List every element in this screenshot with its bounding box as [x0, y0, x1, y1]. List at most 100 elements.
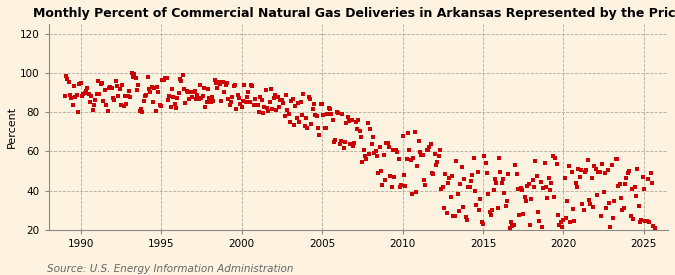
Point — [193, 97, 204, 101]
Point — [188, 90, 198, 94]
Point — [275, 98, 286, 102]
Point — [259, 104, 270, 109]
Point — [451, 159, 462, 163]
Point — [390, 148, 401, 153]
Point — [228, 84, 239, 89]
Point — [202, 87, 213, 92]
Point — [295, 100, 306, 104]
Point — [420, 183, 431, 188]
Point — [542, 196, 553, 201]
Point — [574, 175, 585, 179]
Point — [522, 184, 533, 188]
Point — [189, 88, 200, 93]
Point — [296, 112, 307, 117]
Point — [367, 142, 377, 146]
Point — [283, 111, 294, 116]
Point — [396, 183, 406, 188]
Point — [474, 208, 485, 212]
Point — [488, 188, 499, 193]
Point — [148, 100, 159, 104]
Point — [477, 220, 487, 224]
Point — [634, 220, 645, 224]
Point — [485, 213, 496, 217]
Point — [636, 218, 647, 222]
Point — [136, 106, 146, 111]
Point — [137, 110, 148, 114]
Point — [626, 187, 637, 191]
Point — [117, 83, 128, 87]
Point — [165, 105, 176, 109]
Point — [609, 199, 620, 204]
Point — [628, 216, 639, 221]
Point — [550, 156, 561, 160]
Point — [300, 116, 311, 120]
Point — [432, 160, 443, 164]
Point — [479, 154, 490, 158]
Point — [448, 214, 459, 218]
Point — [185, 90, 196, 94]
Point — [401, 157, 412, 161]
Point — [225, 100, 236, 104]
Point — [224, 103, 235, 107]
Point — [364, 151, 375, 156]
Point — [279, 113, 290, 118]
Point — [511, 172, 522, 177]
Point — [613, 183, 624, 188]
Point — [393, 157, 404, 161]
Point — [562, 199, 573, 203]
Point — [220, 83, 231, 87]
Point — [578, 208, 589, 212]
Point — [608, 216, 618, 220]
Point — [566, 169, 577, 174]
Point — [421, 147, 432, 152]
Point — [460, 215, 471, 219]
Point — [594, 169, 605, 174]
Point — [105, 84, 115, 89]
Point — [248, 103, 259, 108]
Point — [286, 99, 296, 104]
Point — [569, 219, 580, 224]
Point — [86, 94, 97, 98]
Point — [145, 90, 156, 94]
Point — [483, 191, 493, 196]
Point — [217, 80, 228, 84]
Point — [219, 90, 230, 94]
Point — [284, 120, 295, 125]
Point — [597, 161, 608, 166]
Point — [446, 195, 456, 199]
Point — [118, 104, 129, 108]
Point — [406, 191, 417, 196]
Point — [271, 108, 282, 112]
Point — [353, 118, 364, 122]
Point — [568, 207, 578, 211]
Point — [168, 95, 179, 99]
Point — [605, 225, 616, 229]
Point — [277, 98, 288, 102]
Point — [207, 95, 217, 99]
Point — [530, 159, 541, 164]
Point — [72, 92, 82, 97]
Point — [281, 108, 292, 112]
Point — [337, 111, 348, 116]
Point — [543, 176, 554, 181]
Point — [499, 191, 510, 195]
Point — [322, 112, 333, 116]
Point — [267, 107, 278, 111]
Point — [302, 126, 313, 130]
Point — [84, 100, 95, 104]
Point — [433, 153, 444, 158]
Point — [329, 140, 340, 144]
Point — [564, 164, 574, 168]
Point — [576, 168, 587, 172]
Point — [209, 78, 220, 82]
Point — [294, 119, 304, 124]
Point — [344, 119, 354, 123]
Point — [98, 99, 109, 103]
Point — [184, 97, 194, 101]
Point — [227, 95, 238, 99]
Point — [287, 97, 298, 101]
Point — [126, 71, 137, 75]
Point — [345, 142, 356, 146]
Point — [340, 140, 350, 144]
Point — [335, 139, 346, 143]
